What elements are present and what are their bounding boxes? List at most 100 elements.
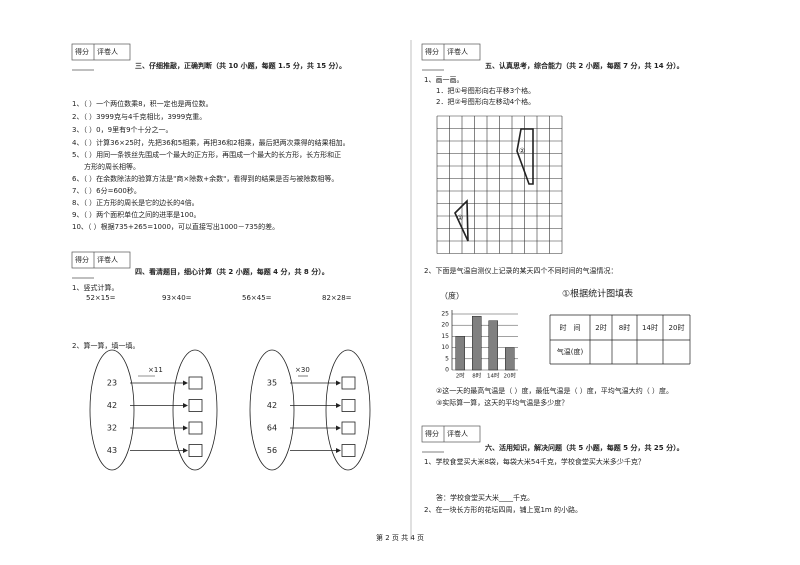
oval-exercise: ×11 ×30 23 42 32 43 35 42 64 56 (89, 349, 371, 471)
item: 5、（ ）用同一条铁丝先围成一个最大的正方形，再围成一个最大的长方形，长方形和正 (72, 150, 341, 159)
item: 6、（ ）在余数除法的验算方法是"商×除数+余数"，看得到的结果是否与被除数相等… (72, 174, 338, 183)
chart-y-label: （度） (440, 291, 464, 301)
table-header: 2时 (595, 323, 606, 332)
table-title: ①根据统计图填表 (562, 288, 633, 300)
x-tick-label: 2时 (456, 372, 465, 380)
x-tick-label: 8时 (472, 372, 481, 380)
grader-label: 评卷人 (447, 47, 468, 56)
item: 方形的周长相等。 (84, 162, 140, 171)
number: 43 (107, 446, 117, 455)
section-title: 四、看清题目，细心计算（共 2 小题，每题 4 分，共 8 分）。 (135, 267, 329, 276)
x-tick-label: 20时 (504, 372, 517, 380)
item: 7、（ ）6分=600秒。 (72, 186, 141, 195)
score-box: 得分 评卷人 (71, 43, 131, 71)
y-tick-label: 10 (441, 344, 449, 351)
y-tick-label: 20 (441, 322, 449, 329)
number: 64 (267, 424, 277, 433)
table-row-label: 气温(度) (557, 347, 584, 356)
arrow-head (336, 448, 341, 453)
oval (325, 349, 371, 471)
operator: ×11 (148, 366, 163, 374)
oval (89, 349, 135, 471)
item: 3、（ ）0，9里有9个十分之一。 (72, 125, 173, 134)
bar (455, 336, 465, 371)
bar (472, 315, 482, 371)
bar (488, 320, 498, 371)
answer-box (188, 399, 203, 412)
table-header: 时 间 (560, 323, 581, 332)
calc-item: 56×45= (242, 294, 272, 302)
question: 2、算一算，填一填。 (72, 341, 139, 350)
answer-box (188, 421, 203, 435)
y-tick-label: 0 (445, 367, 449, 374)
arrow-head (183, 448, 188, 453)
score-label: 得分 (75, 47, 89, 56)
step: 2．把②号图形向左移动4个格。 (436, 97, 535, 106)
table-header: 14时 (642, 323, 658, 332)
answer-box (188, 444, 203, 457)
table-header: 8时 (619, 323, 630, 332)
shape-label: ① (457, 214, 463, 222)
item: 9、（ ）两个面积单位之间的进率是100。 (72, 210, 201, 219)
score-label: 得分 (425, 47, 439, 56)
section-title: 六、活用知识，解决问题（共 5 小题，每题 5 分，共 25 分）。 (485, 443, 684, 452)
answer-box (341, 421, 356, 435)
score-box: 得分 评卷人 (421, 425, 481, 453)
answer: 答：学校食堂买大米____千克。 (436, 493, 534, 502)
calc-item: 93×40= (162, 294, 192, 302)
y-tick-label: 25 (441, 311, 449, 318)
score-label: 得分 (75, 255, 89, 264)
arrow-head (336, 425, 341, 431)
grader-label: 评卷人 (97, 47, 118, 56)
number: 32 (107, 424, 117, 433)
item-list: 1、（ ）一个两位数乘8，积一定也是两位数。 2、（ ）3999克与4千克相比，3… (72, 99, 350, 231)
item: 2、（ ）3999克与4千克相比，3999克重。 (72, 112, 206, 121)
item: 1、（ ）一个两位数乘8，积一定也是两位数。 (72, 99, 213, 108)
oval (249, 349, 295, 471)
question-part: ②这一天的最高气温是（ ）度，最低气温是（ ）度，平均气温大约（ ）度。 (436, 386, 673, 395)
shape-2 (516, 128, 534, 185)
question: 1、画一画。 (424, 76, 463, 84)
question-part: ③实际算一算，这天的平均气温是多少度？ (436, 398, 568, 407)
arrow-head (336, 403, 341, 408)
answer-box (188, 376, 203, 390)
section-title: 五、认真思考，综合能力（共 2 小题，每题 7 分，共 14 分）。 (485, 61, 684, 70)
x-tick-label: 14时 (487, 372, 500, 380)
number: 42 (107, 401, 117, 410)
y-tick-label: 5 (445, 355, 449, 362)
answer-box (341, 376, 356, 390)
bar-chart: 0 5 10 15 20 25 2时 8时 14时 20时 (441, 310, 518, 380)
score-label: 得分 (425, 429, 439, 438)
operator: ×30 (295, 366, 310, 374)
arrow-head (183, 425, 188, 431)
answer-box (341, 444, 356, 457)
score-box: 得分 评卷人 (71, 251, 131, 279)
arrow-head (183, 403, 188, 408)
oval (172, 349, 218, 471)
item: 8、（ ）正方形的周长是它的边长的4倍。 (72, 198, 199, 207)
footer: 第 2 页 共 4 页 (376, 533, 424, 542)
table-header: 20时 (669, 323, 685, 332)
number: 35 (267, 379, 277, 388)
question: 2、下面是气温自测仪上记录的某天四个不同时间的气温情况： (424, 266, 617, 275)
number: 23 (107, 379, 117, 388)
grid-figure: ①② (436, 115, 563, 254)
question: 2、在一块长方形的花坛四周，铺上宽1m 的小路。 (424, 505, 582, 514)
step: 1．把①号图形向右平移3个格。 (436, 86, 535, 95)
number: 56 (267, 446, 277, 455)
number: 42 (267, 401, 277, 410)
shape-label: ② (519, 147, 525, 155)
question: 1、竖式计算。 (72, 283, 118, 292)
question: 1、学校食堂买大米8袋，每袋大米54千克，学校食堂买大米多少千克？ (424, 457, 645, 466)
section-title: 三、仔细推敲，正确判断（共 10 小题，每题 1.5 分，共 15 分）。 (135, 61, 346, 70)
score-box: 得分 评卷人 (421, 43, 481, 71)
arrow-head (336, 380, 341, 386)
shape-1 (454, 199, 469, 242)
item: 10、（ ）根据735+265=1000，可以直接写出1000－735的差。 (72, 222, 279, 231)
item: 4、（ ）计算36×25时，先把36和5相乘，再把36和2相乘，最后把两次乘得的… (72, 138, 350, 147)
arrow-head (183, 380, 188, 386)
calc-item: 52×15= (86, 294, 116, 302)
